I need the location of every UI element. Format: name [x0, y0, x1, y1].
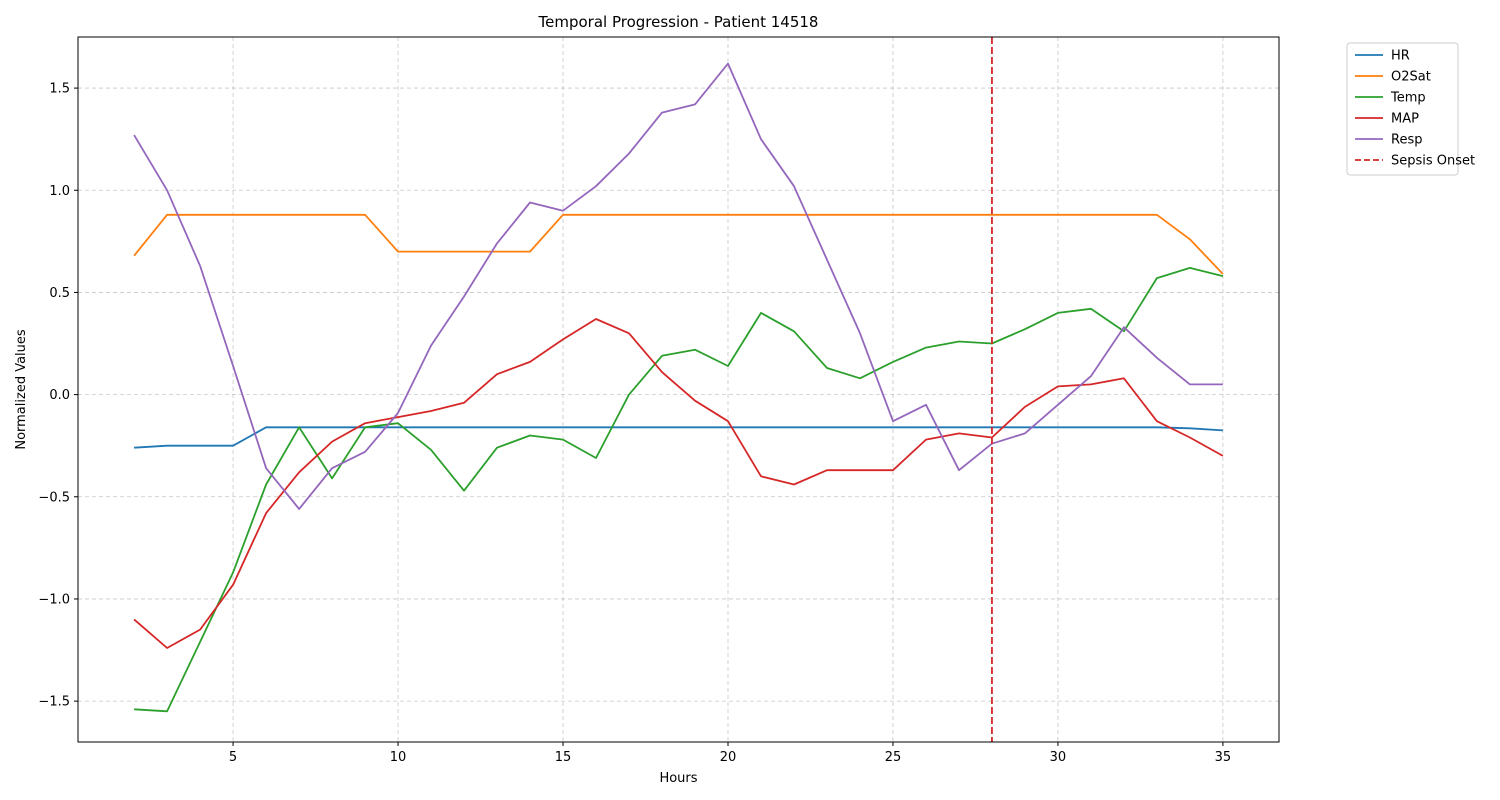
y-tick-label: −0.5 [38, 490, 70, 505]
x-tick-label: 30 [1050, 750, 1067, 765]
x-tick-label: 25 [885, 750, 902, 765]
legend-label-map: MAP [1391, 112, 1419, 127]
plot-area-frame [77, 36, 1280, 743]
x-tick-label: 35 [1215, 750, 1232, 765]
series-line-hr [134, 426, 1223, 449]
legend-label-o2sat: O2Sat [1391, 70, 1431, 85]
legend-label-hr: HR [1391, 49, 1410, 64]
series-line-temp [134, 266, 1224, 713]
y-axis-label: Normalized Values [14, 329, 29, 450]
x-tick-label: 20 [720, 750, 737, 765]
series-line-resp [133, 62, 1223, 510]
chart-title: Temporal Progression - Patient 14518 [538, 13, 819, 31]
y-tick-label: 0.5 [49, 286, 70, 301]
y-tick-label: 1.5 [49, 82, 70, 97]
legend-label-resp: Resp [1391, 133, 1422, 148]
x-axis-label: Hours [659, 771, 697, 786]
series-lines [133, 62, 1224, 713]
y-tick-label: 0.0 [49, 388, 70, 403]
x-tick-label: 5 [229, 750, 237, 765]
y-tick-label: −1.5 [38, 695, 70, 710]
grid-lines [78, 37, 1279, 742]
x-axis-ticks: 5 10 15 20 25 30 35 [229, 742, 1231, 765]
x-tick-label: 10 [390, 750, 407, 765]
legend: HR O2Sat Temp MAP Resp Sepsis Onset [1346, 42, 1475, 176]
x-tick-label: 15 [555, 750, 572, 765]
series-line-o2sat [133, 213, 1224, 275]
series-line-map [133, 318, 1224, 649]
legend-label-sepsis-onset: Sepsis Onset [1391, 154, 1475, 169]
y-axis-ticks: −1.5 −1.0 −0.5 0.0 0.5 1.0 1.5 [38, 82, 78, 710]
y-tick-label: 1.0 [49, 184, 70, 199]
y-tick-label: −1.0 [38, 592, 70, 607]
legend-label-temp: Temp [1390, 91, 1426, 106]
